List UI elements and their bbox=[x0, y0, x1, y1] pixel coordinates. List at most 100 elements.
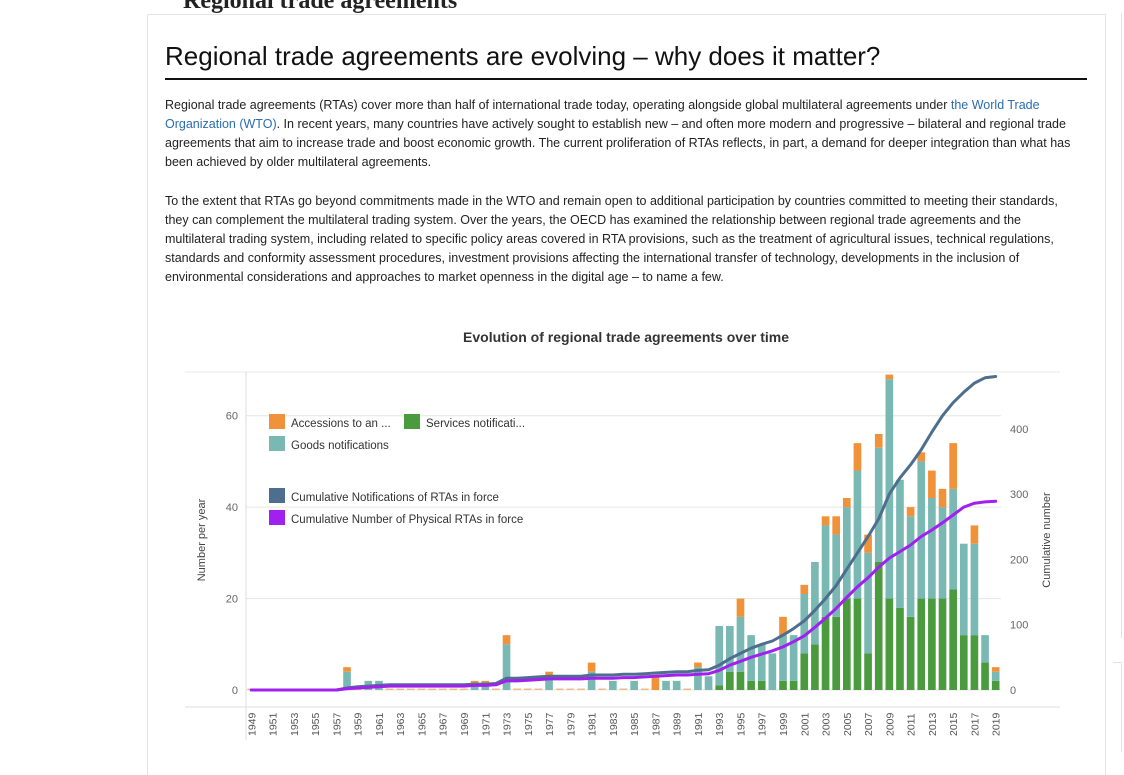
bar-zero-marker bbox=[492, 688, 500, 690]
bar-services bbox=[715, 685, 724, 690]
x-tick-label: 2011 bbox=[906, 713, 918, 736]
bar-services bbox=[842, 598, 851, 690]
x-tick-label: 2017 bbox=[969, 712, 981, 736]
legend-swatch-cum-notifications bbox=[269, 488, 285, 503]
bar-accessions bbox=[853, 443, 862, 471]
x-tick-label: 1991 bbox=[693, 712, 705, 736]
bar-zero-marker bbox=[555, 688, 564, 690]
x-tick-label: 2019 bbox=[991, 712, 1003, 736]
bar-goods bbox=[343, 671, 351, 690]
legend-label-cum-notifications: Cumulative Notifications of RTAs in forc… bbox=[291, 492, 499, 504]
bar-goods bbox=[864, 552, 872, 654]
bar-zero-marker bbox=[683, 688, 692, 690]
bar-services bbox=[789, 680, 798, 690]
x-tick-label: 1955 bbox=[310, 712, 322, 736]
bar-accessions bbox=[832, 516, 841, 535]
x-tick-label: 1993 bbox=[714, 712, 726, 736]
bar-goods bbox=[906, 516, 915, 617]
legend-label-cum-physical: Cumulative Number of Physical RTAs in fo… bbox=[291, 514, 523, 526]
bar-goods bbox=[800, 594, 809, 654]
bar-goods bbox=[821, 525, 830, 617]
bar-zero-marker bbox=[385, 688, 394, 690]
bar-goods bbox=[609, 680, 617, 690]
bar-accessions bbox=[864, 534, 872, 553]
bar-accessions bbox=[885, 374, 894, 380]
bar-zero-marker bbox=[534, 688, 543, 690]
bar-services bbox=[832, 616, 841, 690]
legend-label-services: Services notificati... bbox=[426, 418, 525, 430]
y2-tick-label: 100 bbox=[1010, 620, 1028, 632]
x-tick-label: 1999 bbox=[778, 712, 790, 736]
bar-goods bbox=[630, 680, 638, 690]
x-tick-label: 1985 bbox=[629, 712, 641, 736]
side-divider-lower bbox=[1121, 662, 1122, 752]
side-divider-cap bbox=[1113, 662, 1122, 663]
bar-goods bbox=[587, 671, 596, 690]
x-tick-label: 1953 bbox=[289, 712, 301, 736]
x-tick-label: 1983 bbox=[608, 712, 620, 736]
wto-link[interactable]: the World Trade Organization (WTO) bbox=[165, 98, 1040, 131]
x-tick-label: 1973 bbox=[502, 712, 514, 736]
x-tick-label: 1961 bbox=[374, 712, 386, 736]
y-tick-label: 20 bbox=[226, 594, 238, 606]
bar-zero-marker bbox=[598, 688, 607, 690]
legend-label-accessions: Accessions to an ... bbox=[291, 418, 391, 430]
bar-accessions bbox=[502, 635, 511, 645]
x-tick-label: 1963 bbox=[395, 712, 407, 736]
x-tick-label: 2007 bbox=[863, 712, 875, 736]
y2-tick-label: 300 bbox=[1010, 489, 1028, 501]
line-cum-physical bbox=[249, 499, 998, 692]
bar-accessions bbox=[906, 507, 915, 517]
bar-accessions bbox=[949, 443, 957, 489]
bar-zero-marker bbox=[460, 688, 468, 690]
bar-goods bbox=[896, 479, 904, 608]
bar-services bbox=[864, 653, 872, 690]
bar-services bbox=[906, 616, 915, 690]
x-tick-label: 2013 bbox=[927, 712, 939, 736]
x-tick-label: 1951 bbox=[268, 712, 280, 736]
bar-services bbox=[949, 589, 957, 690]
bar-goods bbox=[545, 676, 553, 690]
x-tick-label: 1995 bbox=[736, 712, 748, 736]
bar-goods bbox=[874, 447, 883, 562]
clipped-heading: Regional trade agreements bbox=[183, 0, 458, 14]
bar-goods bbox=[672, 680, 681, 690]
y-tick-label: 40 bbox=[226, 502, 238, 514]
bar-services bbox=[938, 598, 947, 690]
bar-goods bbox=[481, 685, 490, 690]
bar-goods bbox=[938, 507, 947, 599]
x-tick-label: 1967 bbox=[438, 712, 450, 736]
bar-accessions bbox=[821, 516, 830, 526]
x-tick-label: 2015 bbox=[948, 712, 960, 736]
x-tick-label: 1979 bbox=[565, 712, 577, 736]
bar-goods bbox=[662, 680, 670, 690]
legend-swatch-cum-physical bbox=[269, 510, 285, 525]
x-tick-label: 1989 bbox=[672, 712, 684, 736]
x-tick-label: 1971 bbox=[480, 712, 492, 736]
x-tick-label: 1965 bbox=[417, 712, 429, 736]
x-tick-label: 1987 bbox=[650, 712, 662, 736]
bar-goods bbox=[715, 626, 724, 686]
bar-zero-marker bbox=[428, 688, 436, 690]
x-tick-label: 1977 bbox=[544, 712, 556, 736]
bar-services bbox=[736, 671, 745, 690]
bar-goods bbox=[949, 488, 957, 590]
bar-goods bbox=[694, 667, 702, 690]
bar-goods bbox=[726, 626, 734, 672]
bar-services bbox=[747, 680, 755, 690]
x-tick-label: 1997 bbox=[757, 712, 769, 736]
bar-services bbox=[757, 680, 766, 690]
bar-goods bbox=[757, 644, 766, 681]
bar-goods bbox=[928, 498, 936, 599]
legend-swatch-goods bbox=[269, 436, 285, 451]
x-tick-label: 2005 bbox=[842, 712, 854, 736]
legend-swatch-services bbox=[404, 414, 420, 429]
bar-accessions bbox=[928, 470, 936, 498]
y2-tick-label: 0 bbox=[1010, 685, 1016, 697]
bar-goods bbox=[959, 543, 968, 636]
x-tick-label: 2001 bbox=[799, 712, 811, 736]
rta-chart: Evolution of regional trade agreements o… bbox=[185, 329, 1060, 740]
y2-axis-title: Cumulative number bbox=[1041, 492, 1053, 588]
x-tick-label: 2009 bbox=[884, 712, 896, 736]
y-tick-label: 0 bbox=[232, 685, 238, 697]
